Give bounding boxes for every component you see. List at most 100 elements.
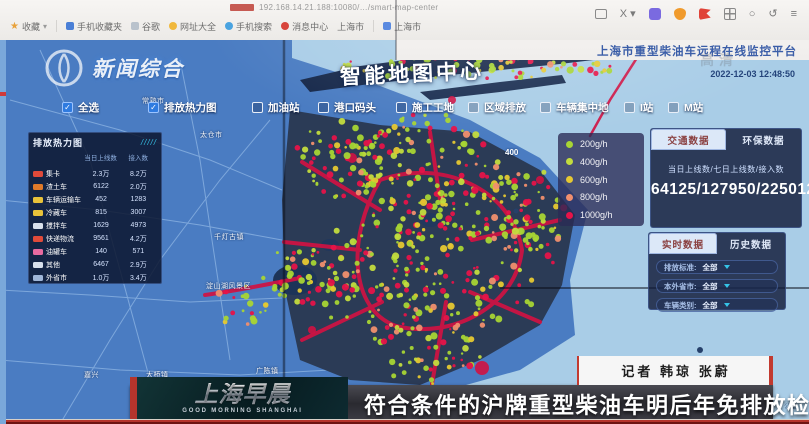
toggle-label: I站 — [640, 102, 654, 114]
table-row[interactable]: 渣土车 6122 2.0万 — [33, 180, 157, 193]
bookmark-label: 谷歌 — [142, 21, 161, 32]
tab-realtime-data[interactable]: 实时数据 — [649, 233, 717, 254]
row-label: 油罐车 — [46, 248, 67, 256]
bookmark-item[interactable]: 手机搜索 — [225, 20, 272, 33]
chevron-down-icon: ▾ — [42, 21, 47, 31]
toggle-label: 施工工地 — [412, 102, 454, 114]
bookmark-item[interactable]: 网址大全 — [169, 20, 216, 33]
extension-icon[interactable] — [648, 8, 661, 20]
filter-value: 全部 — [702, 300, 718, 310]
table-row[interactable]: 搅拌车 1629 4973 — [33, 219, 157, 232]
favorites-menu[interactable]: ★ 收藏 ▾ — [10, 20, 47, 33]
table-row[interactable]: 快递物流 9561 4.2万 — [33, 232, 157, 245]
row-label: 快递物流 — [46, 235, 74, 243]
checkbox[interactable] — [540, 102, 551, 113]
url-text[interactable]: 192.168.14.21.188:10080/…/smart-map-cent… — [259, 3, 439, 12]
refresh-icon[interactable]: ○ — [748, 7, 756, 20]
reporter-credit-box: 记者 韩琼 张蔚 — [577, 356, 773, 385]
checkbox[interactable] — [62, 102, 73, 113]
table-row[interactable]: 集卡 2.3万 8.2万 — [33, 167, 157, 180]
toggle-area-emission[interactable]: 区域排放 — [468, 100, 526, 115]
checkbox[interactable] — [252, 102, 263, 113]
truck-icon — [33, 261, 43, 268]
heat-dot-field — [215, 55, 613, 386]
legend-entry: 1000g/h — [566, 210, 636, 220]
chevron-down-icon — [723, 284, 730, 288]
menu-icon[interactable]: ≡ — [790, 7, 797, 20]
table-row[interactable]: 车辆运输车 452 1283 — [33, 193, 157, 206]
truck-icon — [33, 235, 43, 242]
truck-icon — [33, 222, 43, 229]
site-icon — [169, 22, 178, 30]
toggle-i-station[interactable]: I站 — [624, 100, 653, 115]
toggle-construction-site[interactable]: 施工工地 — [396, 100, 454, 115]
toggle-m-station[interactable]: M站 — [668, 100, 703, 115]
truck-icon — [33, 274, 43, 281]
bookmark-icon — [383, 22, 392, 30]
frame-bottom-strip — [0, 419, 809, 424]
table-row[interactable]: 外省市 1.0万 3.4万 — [33, 271, 157, 284]
filter-emission-standard[interactable]: 排放标准: 全部 — [656, 260, 778, 274]
bookmark-item[interactable]: 消息中心 — [281, 20, 328, 33]
filter-province[interactable]: 本外省市: 全部 — [656, 279, 778, 293]
apps-grid-icon[interactable] — [723, 8, 736, 20]
filter-vehicle-category[interactable]: 车辆类别: 全部 — [656, 298, 778, 312]
toggle-vehicle-hub[interactable]: 车辆集中地 — [540, 100, 609, 115]
channel-watermark: 新闻综合 — [44, 48, 184, 88]
tab-history-data[interactable]: 历史数据 — [729, 239, 772, 251]
table-row[interactable]: 油罐车 140 571 — [33, 245, 157, 258]
filter-label: 排放标准: — [664, 262, 697, 272]
message-icon — [281, 22, 290, 30]
hd-badge: 高清 — [700, 52, 738, 68]
legend-label: 400g/h — [580, 156, 608, 167]
program-logo-text: 上海早晨 — [194, 380, 291, 407]
toggle-heatmap[interactable]: 排放热力图 — [148, 100, 217, 115]
road-number-label: 400 — [505, 148, 519, 157]
row-label: 集卡 — [46, 170, 60, 178]
program-logo: 上海早晨 GOOD MORNING SHANGHAI — [130, 377, 348, 419]
panel-title: 排放热力图 — [33, 138, 84, 148]
table-row[interactable]: 冷藏车 815 3007 — [33, 206, 157, 219]
favorites-label: 收藏 — [21, 21, 40, 32]
bookmark-item-side[interactable]: 上海市 — [383, 20, 421, 33]
address-bar[interactable]: 192.168.14.21.188:10080/…/smart-map-cent… — [230, 2, 438, 13]
tab-env-data[interactable]: 环保数据 — [742, 135, 785, 147]
x-extension-menu[interactable]: X ▾ — [619, 7, 636, 20]
legend-entry: 600g/h — [566, 175, 636, 185]
divider — [56, 20, 57, 32]
checkbox[interactable] — [468, 102, 479, 113]
table-row[interactable]: 其他 6467 2.9万 — [33, 258, 157, 271]
checkbox[interactable] — [624, 102, 635, 113]
filter-label: 车辆类别: — [664, 300, 697, 310]
legend-entry: 800g/h — [566, 192, 636, 202]
flag-icon[interactable] — [698, 8, 711, 20]
checkbox[interactable] — [668, 102, 679, 113]
checkbox[interactable] — [318, 102, 329, 113]
toggle-label: 排放热力图 — [164, 102, 217, 114]
toggle-gas-station[interactable]: 加油站 — [252, 100, 300, 115]
toggle-port[interactable]: 港口码头 — [318, 100, 376, 115]
toggle-select-all[interactable]: 全选 — [62, 100, 99, 115]
bookmark-item[interactable]: 上海市 — [337, 20, 364, 33]
undo-icon[interactable]: ↺ — [768, 7, 778, 20]
row-today: 1.0万 — [92, 274, 110, 282]
truck-icon — [33, 183, 43, 190]
checkbox[interactable] — [148, 102, 159, 113]
toggle-label: 区域排放 — [484, 102, 526, 114]
row-total: 2.9万 — [129, 261, 147, 269]
shield-icon[interactable] — [673, 8, 686, 20]
url-highlight — [230, 4, 254, 11]
bookmark-item[interactable]: 手机收藏夹 — [66, 20, 122, 33]
tab-traffic-data[interactable]: 交通数据 — [651, 129, 726, 150]
restore-window-icon[interactable] — [594, 9, 607, 19]
row-total: 8.2万 — [129, 170, 147, 178]
table-header: 当日上线数 接入数 — [33, 150, 157, 167]
bookmark-item[interactable]: 谷歌 — [131, 20, 160, 33]
truck-icon — [33, 196, 43, 203]
row-total: 571 — [132, 248, 145, 255]
adjacent-screen-edge — [0, 40, 6, 424]
row-today: 6467 — [93, 261, 109, 268]
legend-dot — [566, 176, 573, 183]
checkbox[interactable] — [396, 102, 407, 113]
